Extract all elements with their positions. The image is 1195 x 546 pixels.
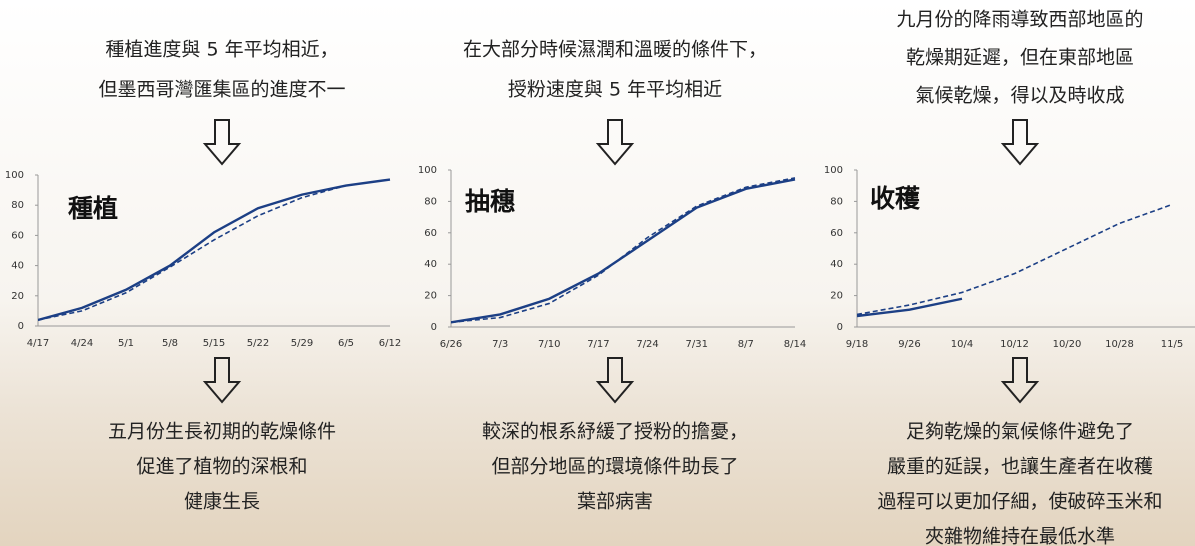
y-tick-label: 0	[431, 322, 437, 333]
series-line	[451, 177, 796, 324]
caption-bottom: 促進了植物的深根和	[136, 456, 307, 478]
x-tick-label: 7/3	[492, 339, 508, 350]
caption-top: 氣候乾燥，得以及時收成	[915, 85, 1124, 107]
down-arrow	[202, 119, 242, 166]
down-arrow	[595, 119, 635, 166]
chart-title: 抽穗	[465, 187, 515, 216]
x-tick-label: 7/24	[636, 339, 658, 350]
caption-top: 乾燥期延遲，但在東部地區	[906, 47, 1134, 69]
x-tick-label: 10/4	[951, 339, 973, 350]
down-arrow	[1000, 357, 1040, 404]
caption-bottom: 五月份生長初期的乾燥條件	[108, 421, 336, 443]
y-tick-label: 80	[830, 196, 843, 207]
chart-title: 種植	[68, 194, 118, 223]
y-tick-label: 60	[424, 228, 437, 239]
down-arrow	[202, 357, 242, 404]
x-tick-label: 4/24	[71, 338, 93, 349]
x-tick-label: 8/14	[784, 339, 806, 350]
x-tick-label: 7/10	[538, 339, 560, 350]
caption-bottom: 嚴重的延誤，也讓生產者在收穫	[887, 456, 1153, 478]
series-line	[38, 178, 391, 321]
series-line	[857, 297, 963, 318]
x-tick-label: 7/17	[587, 339, 609, 350]
down-arrow	[595, 357, 635, 404]
caption-top: 但墨西哥灣匯集區的進度不一	[98, 79, 345, 101]
series-line	[38, 178, 391, 322]
caption-top: 在大部分時候濕潤和溫暖的條件下，	[463, 39, 767, 61]
y-tick-label: 100	[824, 165, 843, 176]
caption-bottom: 葉部病害	[577, 491, 653, 513]
y-tick-label: 80	[11, 200, 24, 211]
y-tick-label: 0	[837, 322, 843, 333]
x-tick-label: 6/12	[379, 338, 401, 349]
x-tick-label: 11/5	[1161, 339, 1183, 350]
series-line	[857, 203, 1173, 316]
x-tick-label: 9/26	[898, 339, 920, 350]
y-tick-label: 20	[424, 291, 437, 302]
y-tick-label: 40	[424, 259, 437, 270]
caption-top: 九月份的降雨導致西部地區的	[896, 9, 1143, 31]
x-tick-label: 5/22	[247, 338, 269, 349]
x-tick-label: 4/17	[27, 338, 49, 349]
caption-top: 種植進度與 5 年平均相近，	[105, 39, 338, 61]
y-tick-label: 100	[418, 165, 437, 176]
x-tick-label: 5/1	[118, 338, 134, 349]
y-tick-label: 60	[830, 228, 843, 239]
x-tick-label: 10/28	[1105, 339, 1134, 350]
x-tick-label: 6/5	[338, 338, 354, 349]
caption-bottom: 夾雜物維持在最低水準	[925, 526, 1115, 546]
y-tick-label: 40	[11, 261, 24, 272]
y-tick-label: 0	[18, 321, 24, 332]
x-tick-label: 5/29	[291, 338, 313, 349]
chart-title: 收穫	[870, 184, 920, 213]
x-tick-label: 6/26	[440, 339, 462, 350]
caption-bottom: 過程可以更加仔細，使破碎玉米和	[877, 491, 1162, 513]
x-tick-label: 5/8	[162, 338, 178, 349]
down-arrow	[1000, 119, 1040, 166]
x-tick-label: 10/12	[1000, 339, 1029, 350]
y-tick-label: 60	[11, 230, 24, 241]
x-tick-label: 8/7	[738, 339, 754, 350]
caption-bottom: 足夠乾燥的氣候條件避免了	[906, 421, 1134, 443]
y-tick-label: 20	[830, 291, 843, 302]
caption-bottom: 但部分地區的環境條件助長了	[491, 456, 738, 478]
y-tick-label: 20	[11, 291, 24, 302]
y-tick-label: 40	[830, 259, 843, 270]
y-tick-label: 80	[424, 196, 437, 207]
x-tick-label: 9/18	[846, 339, 868, 350]
caption-bottom: 健康生長	[184, 491, 260, 513]
x-tick-label: 10/20	[1053, 339, 1082, 350]
x-tick-label: 5/15	[203, 338, 225, 349]
caption-top: 授粉速度與 5 年平均相近	[508, 79, 722, 101]
caption-bottom: 較深的根系紓緩了授粉的擔憂，	[482, 421, 748, 443]
y-tick-label: 100	[5, 170, 24, 181]
x-tick-label: 7/31	[685, 339, 707, 350]
